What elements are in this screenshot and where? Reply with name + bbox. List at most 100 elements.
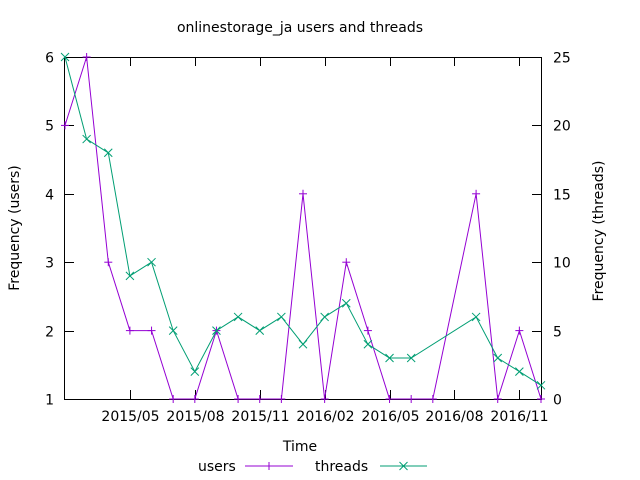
x-tick-label: 2016/11 (490, 409, 548, 425)
legend-marker-threads (399, 461, 408, 471)
marker-stroke (471, 312, 481, 322)
y-axis-label-right: Frequency (threads) (591, 161, 607, 302)
data-point-threads (190, 367, 200, 376)
data-point-users (537, 395, 545, 403)
data-point-users (363, 326, 372, 335)
data-point-threads (82, 134, 91, 144)
data-point-users (125, 326, 134, 335)
marker-stroke (82, 134, 91, 144)
data-point-threads (255, 326, 265, 335)
marker-stroke (277, 312, 286, 322)
data-point-users (320, 395, 329, 403)
data-point-users (515, 326, 524, 335)
marker-stroke (60, 52, 70, 62)
data-point-threads (515, 367, 524, 376)
data-point-users (61, 121, 69, 130)
marker-stroke (385, 353, 394, 363)
legend-label-threads: threads (315, 459, 368, 475)
series-line-users (64, 56, 542, 400)
series-users (61, 53, 545, 403)
series-line-threads (64, 56, 542, 386)
x-tick-label: 2015/08 (166, 409, 224, 425)
data-point-users (299, 189, 307, 198)
marker-stroke (147, 257, 156, 267)
data-point-threads (125, 271, 135, 281)
marker-stroke (536, 380, 546, 390)
data-point-threads (277, 312, 286, 322)
y-left-tick-label: 2 (45, 325, 54, 341)
marker-stroke (190, 367, 200, 376)
chart-title: onlinestorage_ja users and threads (177, 20, 423, 36)
marker-stroke (233, 312, 243, 322)
data-point-threads (363, 339, 373, 349)
data-point-users (82, 53, 91, 61)
legend-label-users: users (198, 459, 236, 475)
data-point-threads (298, 339, 308, 349)
x-axis-label: Time (282, 439, 317, 455)
data-point-threads (320, 312, 329, 322)
y-left-tick-label: 3 (45, 256, 54, 272)
data-point-users (255, 395, 264, 403)
data-point-threads (471, 312, 481, 322)
x-tick-label: 2016/02 (296, 409, 354, 425)
data-point-threads (168, 326, 178, 335)
data-point-threads (341, 298, 351, 308)
x-tick-label: 2016/08 (425, 409, 483, 425)
marker-stroke (320, 312, 329, 322)
data-point-users (277, 395, 286, 403)
data-point-users (234, 395, 243, 403)
data-point-threads (60, 52, 70, 62)
y-right-tick-label: 15 (553, 188, 571, 204)
series-layer (60, 52, 546, 403)
data-point-threads (212, 326, 221, 335)
marker-stroke (212, 326, 221, 335)
data-point-users (428, 395, 437, 403)
axis-ticks: 1 2 3 4 5 6 0 5 10 15 20 25 2015/05 2015/08 2015/11 201… (45, 51, 571, 426)
data-point-users (342, 258, 351, 267)
y-left-tick-label: 1 (45, 393, 54, 409)
data-point-users (104, 258, 113, 267)
data-point-threads (536, 380, 546, 390)
marker-stroke (168, 326, 178, 335)
data-point-users (472, 189, 481, 198)
data-point-threads (385, 353, 394, 363)
data-point-users (493, 395, 502, 403)
data-point-threads (147, 257, 156, 267)
marker-stroke (406, 353, 416, 363)
x-tick-label: 2015/05 (101, 409, 159, 425)
y-right-tick-label: 25 (553, 51, 571, 67)
y-right-tick-label: 20 (553, 119, 571, 135)
legend-marker-users (265, 462, 273, 470)
marker-stroke (255, 326, 265, 335)
data-point-users (407, 395, 416, 403)
data-point-users (190, 395, 199, 403)
y-left-tick-label: 6 (45, 51, 54, 67)
marker-stroke (298, 339, 308, 349)
marker-stroke (125, 271, 135, 281)
data-point-users (169, 395, 178, 403)
marker-stroke (341, 298, 351, 308)
y-right-tick-label: 0 (553, 393, 562, 409)
data-point-users (147, 326, 156, 335)
marker-stroke (103, 148, 113, 158)
y-right-tick-label: 5 (553, 325, 562, 341)
y-axis-label-left: Frequency (users) (7, 165, 23, 291)
data-point-threads (233, 312, 243, 322)
marker-stroke (363, 339, 373, 349)
legend: users threads (198, 459, 427, 475)
marker-stroke (493, 353, 503, 363)
marker-stroke (515, 367, 524, 376)
data-point-users (385, 395, 394, 403)
data-point-threads (406, 353, 416, 363)
marker-stroke (399, 461, 408, 471)
y-right-tick-label: 10 (553, 256, 571, 272)
plot-frame (64, 57, 542, 400)
y-left-tick-label: 5 (45, 119, 54, 135)
data-point-threads (493, 353, 503, 363)
y-left-tick-label: 4 (45, 188, 54, 204)
x-tick-label: 2016/05 (361, 409, 419, 425)
series-threads (60, 52, 546, 390)
x-tick-label: 2015/11 (231, 409, 289, 425)
